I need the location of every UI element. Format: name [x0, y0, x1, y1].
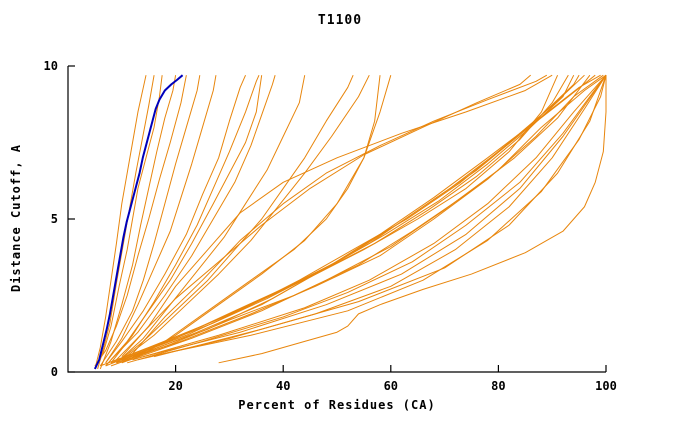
model-curve — [105, 75, 217, 364]
model-curve — [116, 74, 532, 361]
model-curve — [132, 75, 392, 361]
model-curve — [218, 75, 607, 364]
model-curve — [121, 74, 585, 361]
model-curve — [99, 75, 201, 367]
model-curve — [100, 74, 559, 367]
model-curve — [153, 75, 607, 358]
model-curve — [121, 74, 553, 358]
y-tick-label: 10 — [44, 59, 58, 73]
chart-title: T1100 — [317, 13, 363, 28]
model-curve — [121, 74, 607, 364]
x-tick-label: 60 — [384, 379, 398, 393]
x-tick-label: 40 — [276, 379, 290, 393]
model-curve — [105, 74, 569, 367]
model-curve — [110, 75, 276, 361]
x-tick-label: 20 — [168, 379, 182, 393]
model-curve — [132, 74, 601, 358]
model-curve — [116, 74, 580, 364]
model-curve — [132, 74, 548, 354]
model-curve — [143, 74, 607, 358]
model-curve — [116, 75, 306, 364]
model-curve — [99, 75, 177, 370]
model-curve — [116, 74, 354, 364]
model-curve — [132, 74, 607, 361]
model-curve — [126, 74, 596, 361]
x-axis-label: Percent of Residues (CA) — [238, 398, 436, 412]
x-tick-label: 100 — [595, 379, 617, 393]
model-curve — [110, 74, 575, 364]
y-tick-label: 5 — [51, 212, 58, 226]
model-curve — [137, 74, 607, 361]
model-curve — [94, 75, 147, 370]
model-curve — [116, 74, 604, 364]
model-curve — [94, 75, 187, 367]
model-curve — [105, 75, 263, 367]
model-curve — [105, 74, 246, 364]
x-tick-label: 80 — [491, 379, 505, 393]
highlight-curve — [93, 74, 184, 370]
model-curve — [127, 74, 607, 364]
model-curve — [94, 75, 163, 370]
y-tick-label: 0 — [51, 365, 58, 379]
model-curve — [110, 74, 591, 367]
